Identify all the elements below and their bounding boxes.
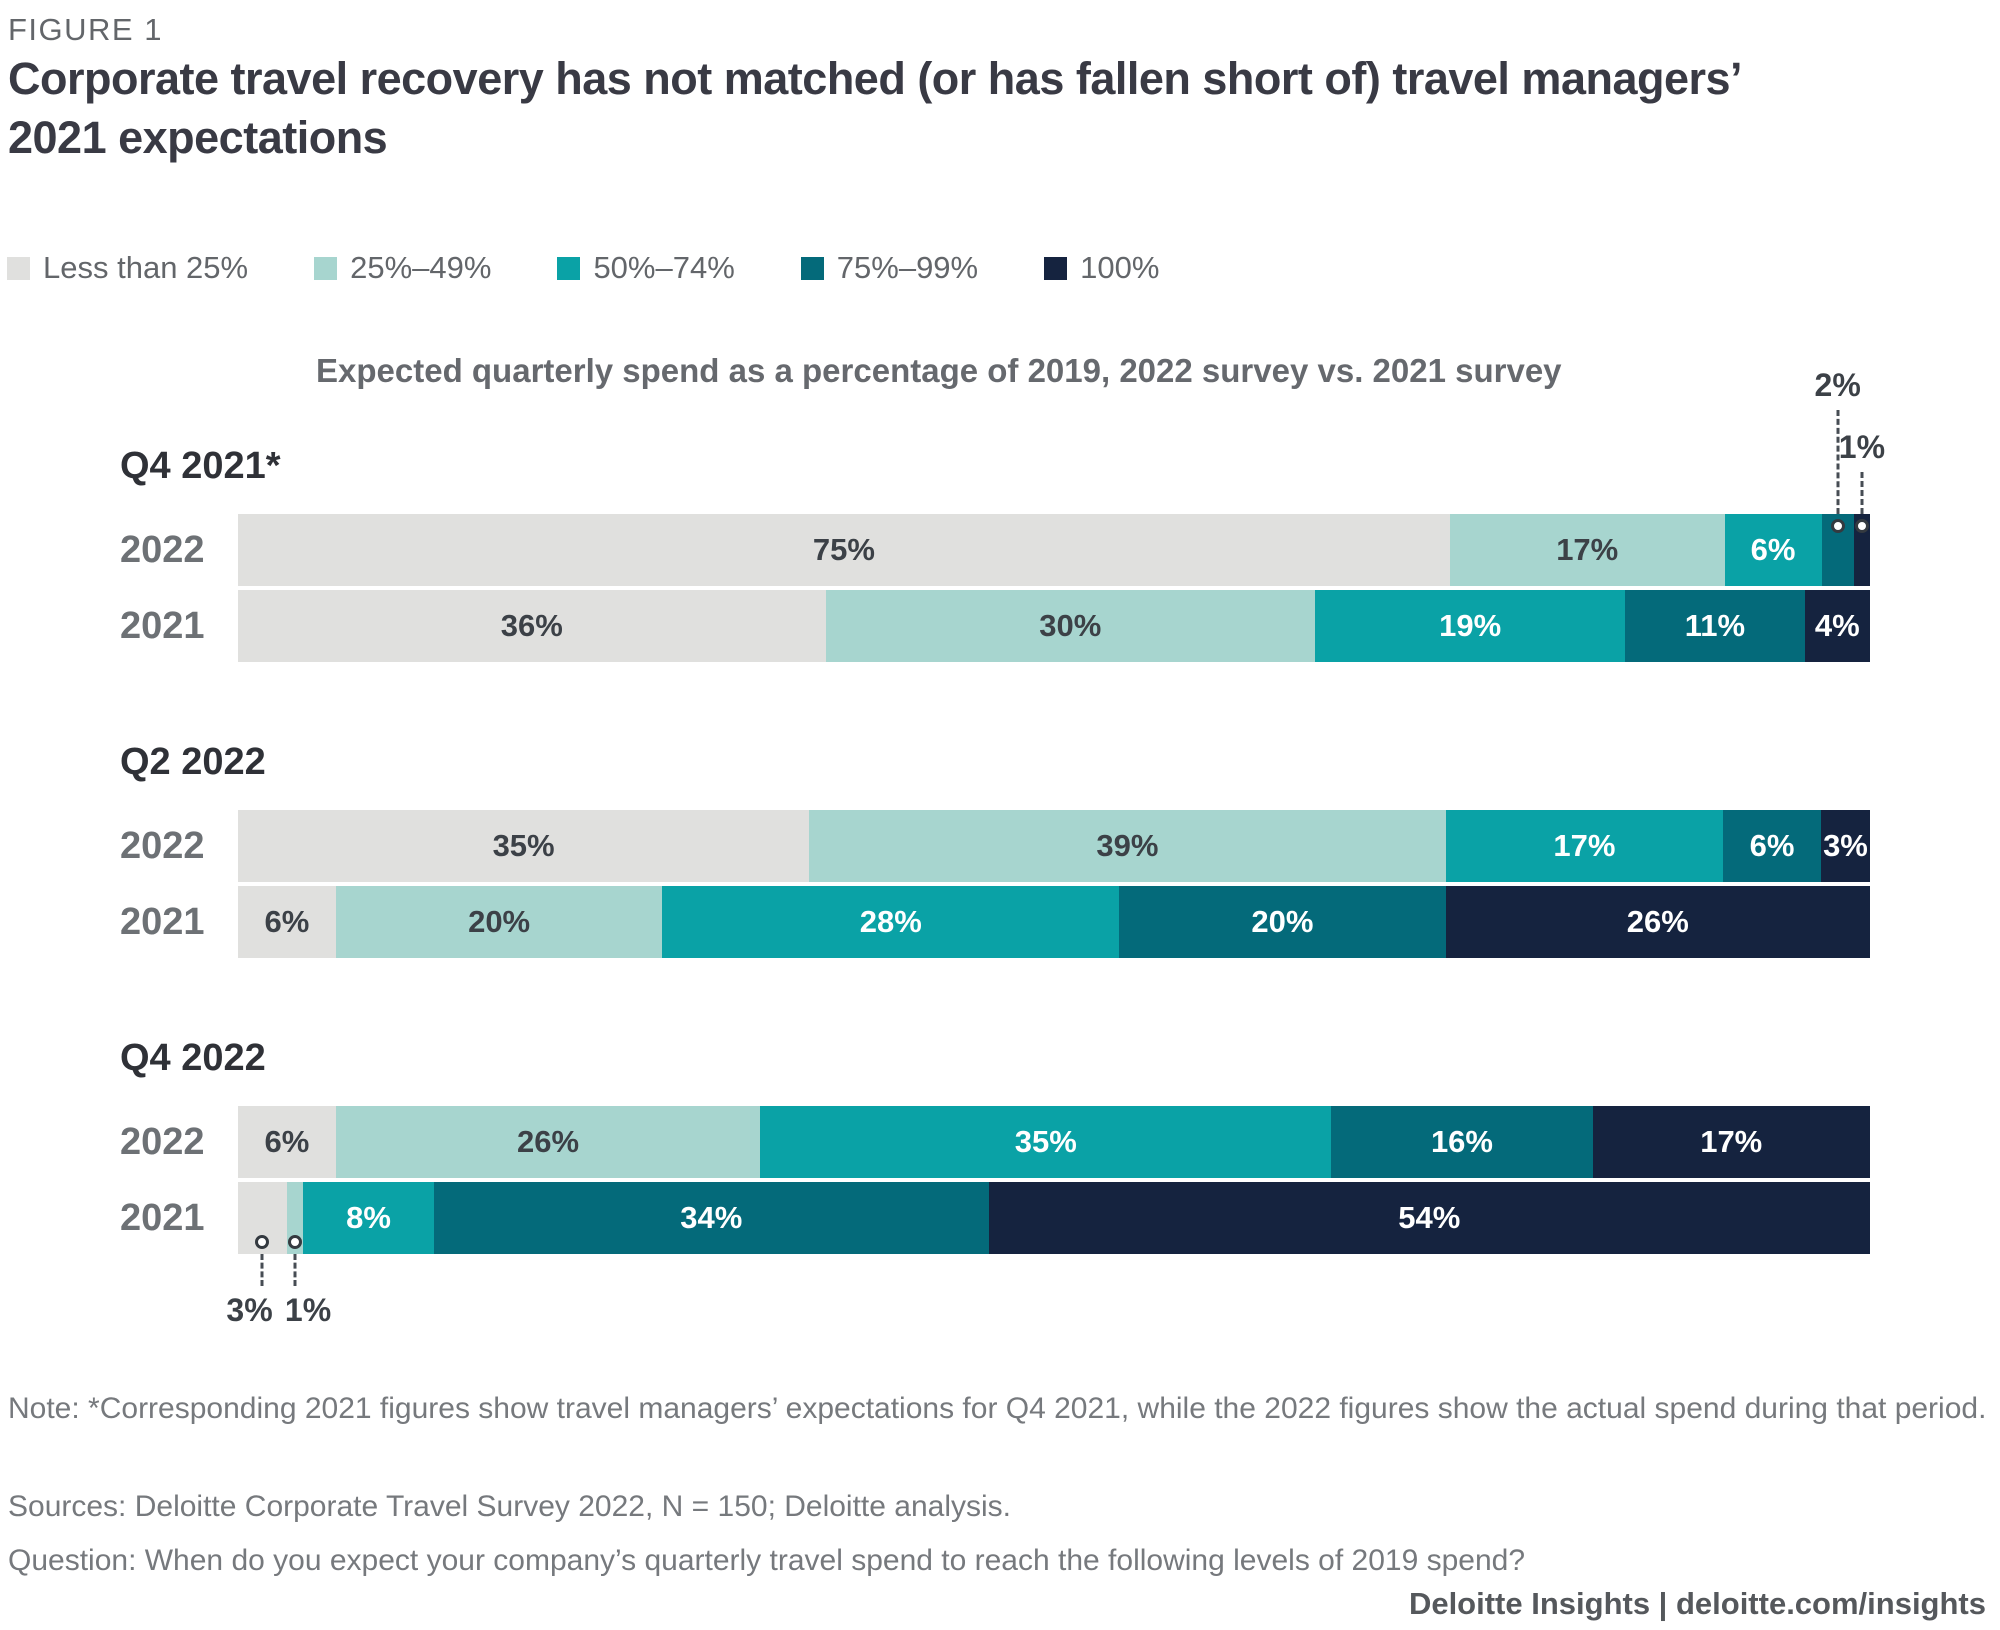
group-label: Q4 2022 [120, 1037, 266, 1079]
legend-item: 100% [1044, 250, 1159, 286]
legend-swatch [7, 256, 30, 280]
chart-groups: Q4 2021* 2022 75% 17% 6% 2% 1% 2021 36% 30% 19% 11%… [0, 367, 1885, 1328]
bar-segment: 17% [1449, 514, 1725, 586]
chart-group: Q4 2022 2022 6% 26% 35% 16% 17% 2021 8% 34% 54% 3% 1… [0, 1034, 1870, 1328]
figure-label: FIGURE 1 [8, 12, 163, 47]
group-label: Q2 2022 [120, 741, 266, 783]
legend-label: 50%–74% [593, 250, 735, 285]
bar-segment: 4% [1804, 590, 1870, 662]
callout-marker [288, 1235, 303, 1249]
chart-group: Q2 2022 2022 35% 39% 17% 6% 3% 2021 6% 20% 28% 20% 2… [0, 738, 1870, 958]
bar-row: 2022 35% 39% 17% 6% 3% [0, 810, 1870, 882]
bar-row: 2022 6% 26% 35% 16% 17% [0, 1106, 1870, 1178]
chart-group: Q4 2021* 2022 75% 17% 6% 2% 1% 2021 36% 30% 19% 11%… [0, 367, 1885, 662]
bar-segment: 17% [1445, 810, 1724, 882]
footnote: Note: *Corresponding 2021 figures show t… [8, 1392, 1987, 1425]
legend-swatch [557, 256, 581, 280]
callout-line [1860, 472, 1864, 514]
row-label: 2022 [120, 1120, 205, 1163]
row-label: 2022 [120, 528, 205, 571]
question-line: Question: When do you expect your compan… [8, 1544, 1526, 1577]
bar-segment: 20% [335, 886, 663, 958]
stacked-bar: 35% 39% 17% 6% 3% [238, 810, 1870, 882]
chart-subtitle: Expected quarterly spend as a percentage… [316, 352, 1562, 389]
bar-segment: 28% [662, 886, 1120, 958]
callout-label: 3% [226, 1292, 273, 1328]
legend-swatch [314, 256, 338, 280]
legend-swatch [1044, 256, 1068, 280]
legend-label: Less than 25% [43, 250, 249, 285]
row-label: 2021 [120, 900, 205, 943]
callout-label: 1% [284, 1292, 332, 1328]
bar-segment: 6% [238, 886, 336, 958]
bar-segment: 35% [238, 810, 810, 882]
legend-item: 50%–74% [557, 250, 735, 286]
row-label: 2022 [120, 824, 205, 867]
legend-item: 75%–99% [800, 250, 979, 286]
bar-row: 2021 36% 30% 19% 11% 4% [0, 590, 1870, 662]
callout-marker [1830, 519, 1845, 533]
bar-segment: 20% [1119, 886, 1446, 958]
page-title: Corporate travel recovery has not matche… [8, 53, 1740, 163]
legend: Less than 25% 25%–49% 50%–74% 75%–99% 100% [7, 250, 1159, 286]
bar-segment: 39% [809, 810, 1446, 882]
bar-segment: 26% [1445, 886, 1870, 958]
bar-segment: 35% [760, 1106, 1332, 1178]
callout-label: 1% [1838, 429, 1886, 465]
group-label: Q4 2021* [120, 445, 281, 487]
deloitte-insights-brand: Deloitte Insights | deloitte.com/insight… [1408, 1586, 1986, 1621]
bar-row: 2021 8% 34% 54% 3% 1% [0, 1182, 1870, 1328]
sources-line: Sources: Deloitte Corporate Travel Surve… [8, 1490, 1012, 1523]
stacked-bar: 6% 20% 28% 20% 26% [238, 886, 1870, 958]
bar-segment: 6% [238, 1106, 336, 1178]
bar-segment: 16% [1331, 1106, 1593, 1178]
row-label: 2021 [120, 1196, 205, 1239]
bar-segment: 6% [1723, 810, 1821, 882]
legend-item: 25%–49% [314, 250, 491, 286]
bar-row: 2022 75% 17% 6% 2% 1% [0, 367, 1885, 586]
bar-segment: 19% [1315, 590, 1626, 662]
legend-item: Less than 25% [7, 250, 248, 286]
stacked-bar: 6% 26% 35% 16% 17% [238, 1106, 1870, 1178]
callout-marker [1854, 519, 1869, 533]
bar-row: 2021 6% 20% 28% 20% 26% [0, 886, 1870, 958]
row-label: 2021 [120, 604, 205, 647]
legend-label: 25%–49% [350, 250, 492, 285]
bar-segment: 26% [335, 1106, 761, 1178]
bar-segment: 11% [1625, 590, 1805, 662]
bar-segment: 3% [1821, 810, 1870, 882]
bar-segment: 30% [825, 590, 1316, 662]
bar-segment: 34% [433, 1182, 989, 1254]
legend-label: 100% [1080, 250, 1160, 285]
callout-line [293, 1254, 297, 1286]
bar-segment: 36% [238, 590, 826, 662]
legend-label: 75%–99% [836, 250, 979, 285]
legend-swatch [800, 256, 824, 280]
callout-line [1836, 410, 1840, 514]
stacked-bar: 8% 34% 54% 3% 1% [226, 1182, 1870, 1328]
bar-segment: 6% [1724, 514, 1822, 586]
callout-label: 2% [1814, 367, 1861, 403]
chart-area: Q4 2021* 2022 75% 17% 6% 2% 1% 2021 36% 30% 19% 11%… [0, 367, 1885, 1328]
bar-segment: 17% [1592, 1106, 1870, 1178]
bar-segment: 54% [988, 1182, 1870, 1254]
bar-segment: 8% [303, 1182, 434, 1254]
callout-marker [255, 1235, 270, 1249]
callout-line [260, 1254, 264, 1286]
bar-segment: 75% [238, 514, 1450, 586]
stacked-bar: 36% 30% 19% 11% 4% [238, 590, 1870, 662]
stacked-bar: 75% 17% 6% 2% 1% [238, 367, 1885, 586]
